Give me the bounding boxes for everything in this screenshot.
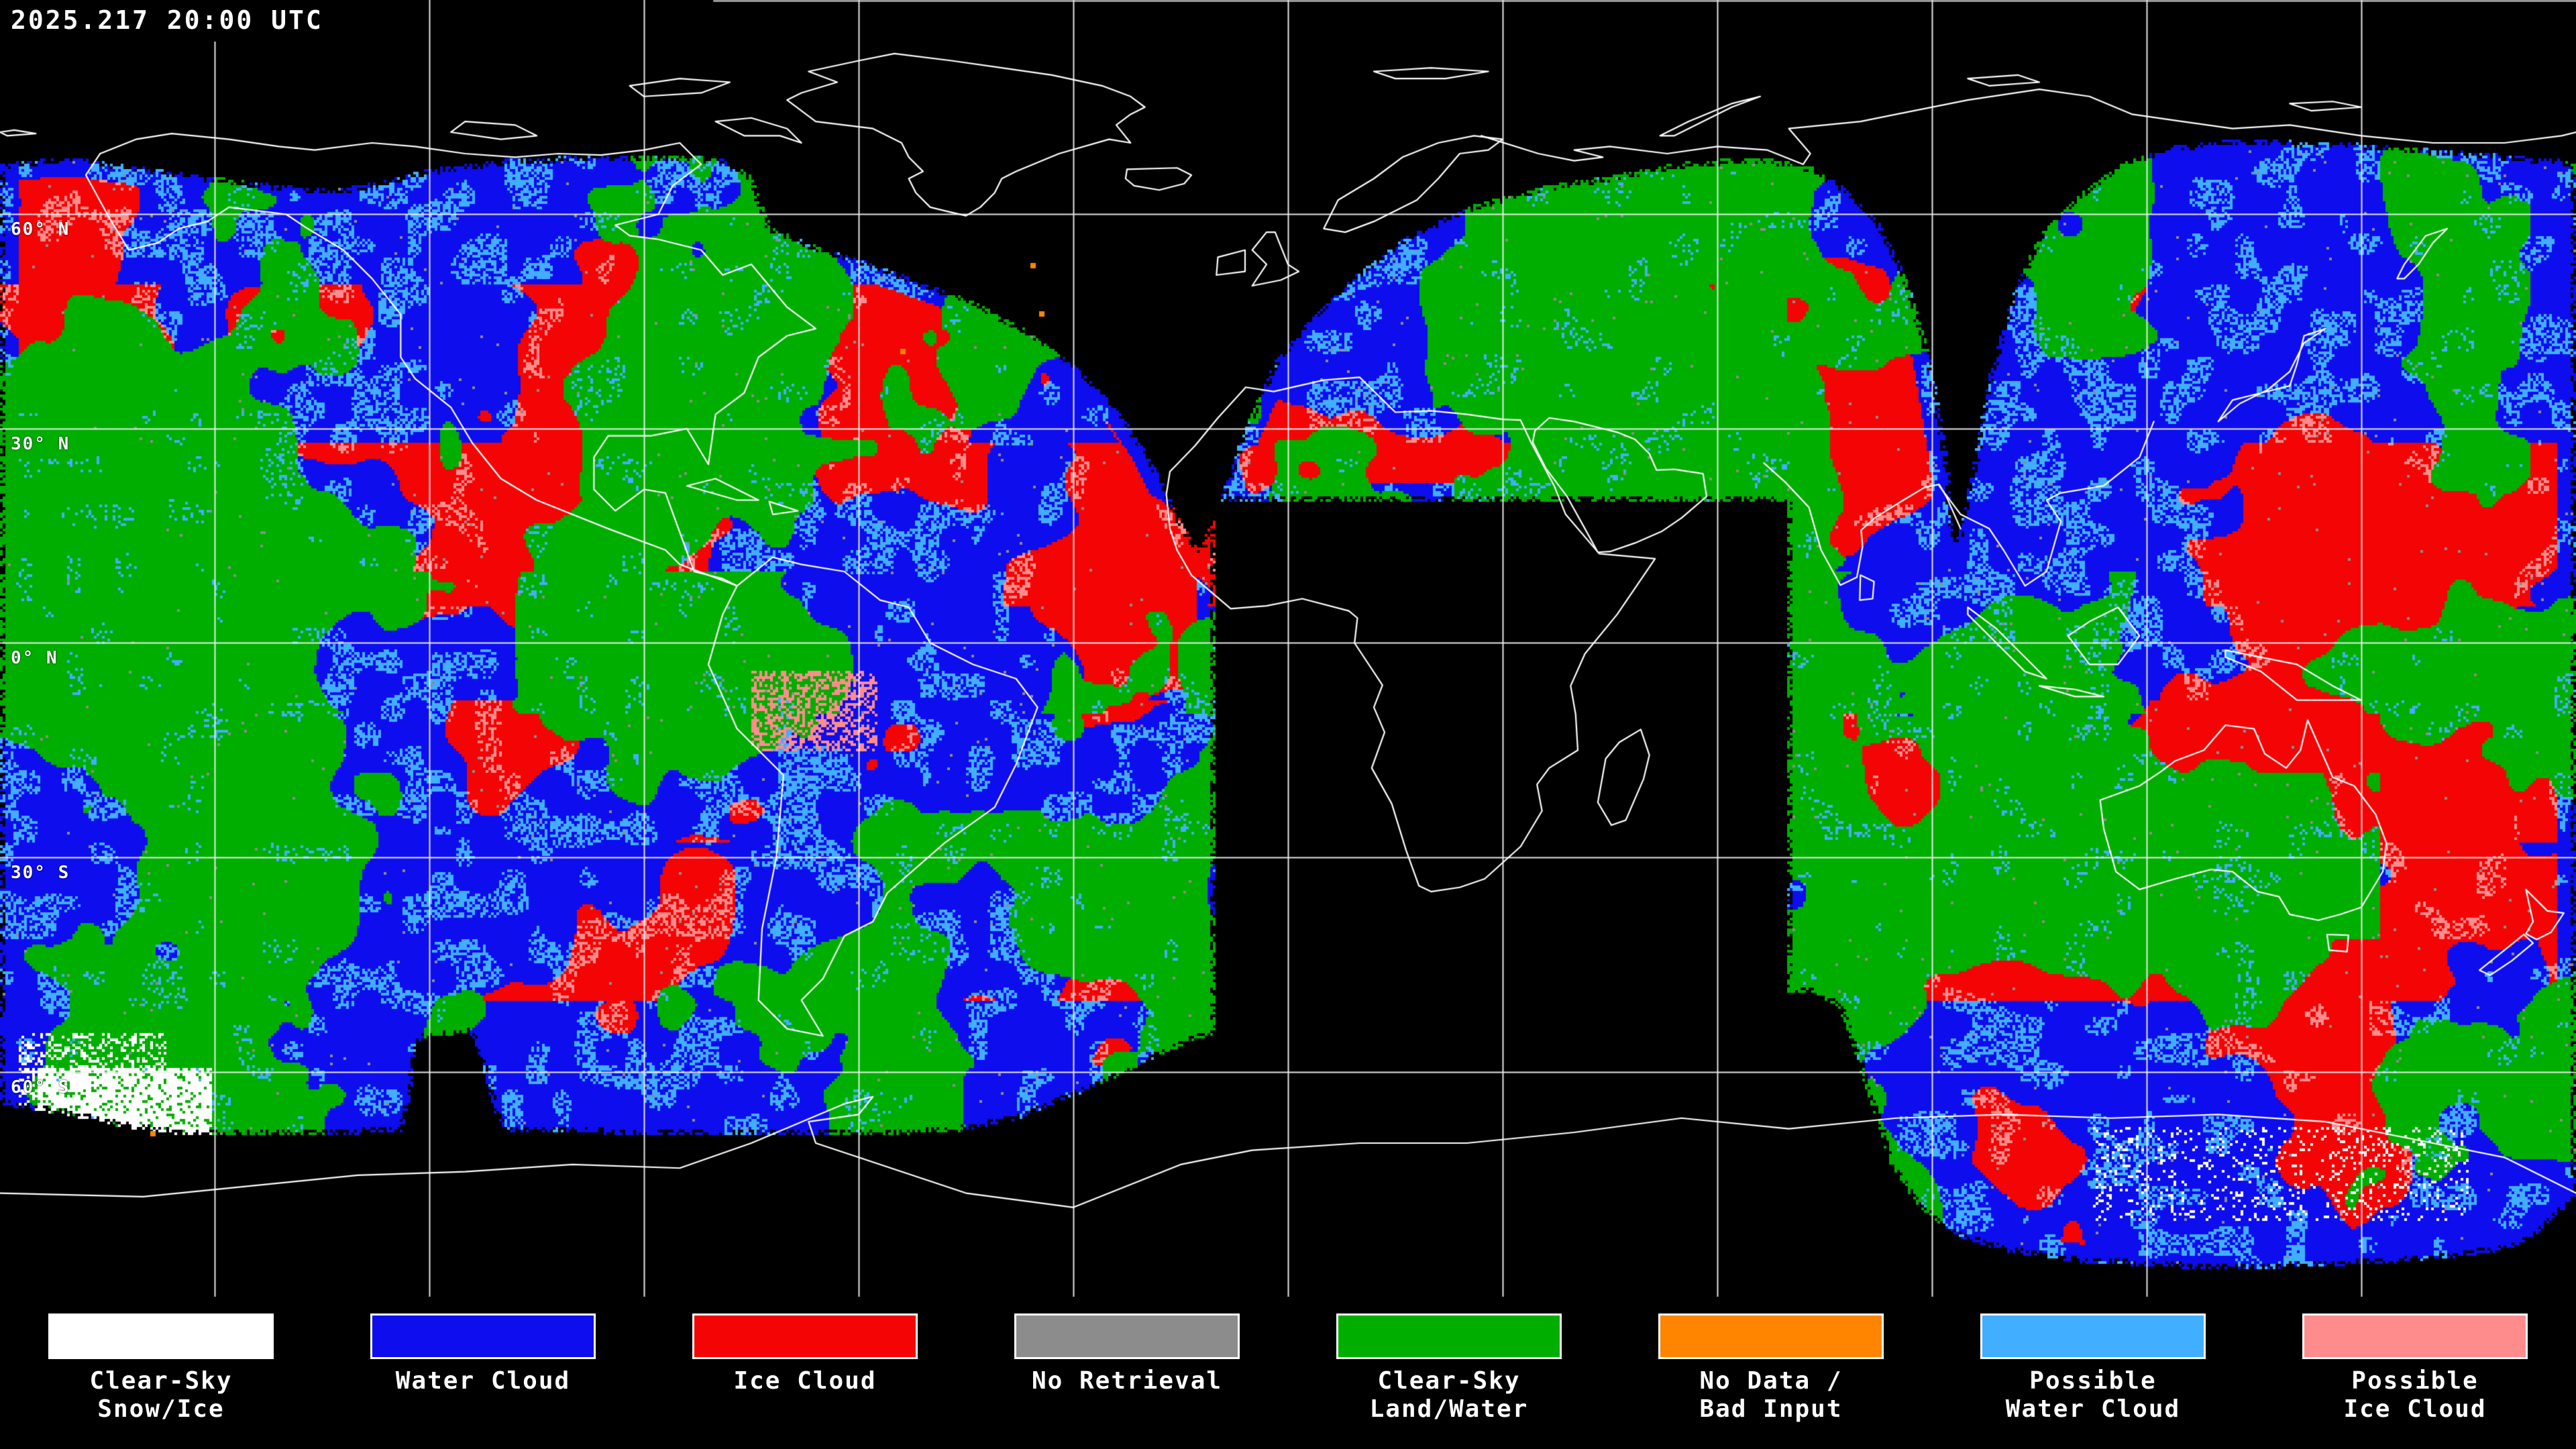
lat-label: 60° S — [11, 1077, 70, 1097]
lat-label: 30° N — [11, 434, 70, 454]
legend-item-no-data: No Data / Bad Input — [1610, 1288, 1932, 1449]
legend-item-no-retrieval: No Retrieval — [966, 1288, 1288, 1449]
legend: Clear-Sky Snow/Ice Water Cloud Ice Cloud… — [0, 1288, 2576, 1449]
lat-label: 0° N — [11, 648, 58, 668]
legend-label: No Retrieval — [1031, 1367, 1223, 1395]
possible-water-cloud-swatch — [1980, 1313, 2206, 1359]
water-cloud-swatch — [370, 1313, 596, 1359]
ice-cloud-swatch — [692, 1313, 918, 1359]
snow-ice-swatch — [48, 1313, 274, 1359]
lat-label: 30° S — [11, 863, 70, 883]
legend-label: Clear-Sky Land/Water — [1369, 1367, 1529, 1424]
timestamp-label: 2025.217 20:00 UTC — [0, 0, 343, 42]
lat-label: 60° N — [11, 219, 70, 239]
legend-label: Clear-Sky Snow/Ice — [89, 1367, 233, 1424]
legend-label: Ice Cloud — [733, 1367, 877, 1395]
legend-item-possible-water-cloud: Possible Water Cloud — [1932, 1288, 2254, 1449]
legend-item-clear-sky: Clear-Sky Land/Water — [1288, 1288, 1610, 1449]
no-data-swatch — [1658, 1313, 1884, 1359]
legend-label: Possible Ice Cloud — [2343, 1367, 2487, 1424]
possible-ice-cloud-swatch — [2302, 1313, 2528, 1359]
legend-label: No Data / Bad Input — [1699, 1367, 1843, 1424]
legend-item-water-cloud: Water Cloud — [322, 1288, 644, 1449]
legend-item-snow-ice: Clear-Sky Snow/Ice — [0, 1288, 322, 1449]
no-retrieval-swatch — [1014, 1313, 1240, 1359]
legend-label: Possible Water Cloud — [2005, 1367, 2181, 1424]
legend-label: Water Cloud — [395, 1367, 571, 1395]
clear-sky-swatch — [1336, 1313, 1562, 1359]
legend-item-possible-ice-cloud: Possible Ice Cloud — [2254, 1288, 2576, 1449]
legend-item-ice-cloud: Ice Cloud — [644, 1288, 966, 1449]
